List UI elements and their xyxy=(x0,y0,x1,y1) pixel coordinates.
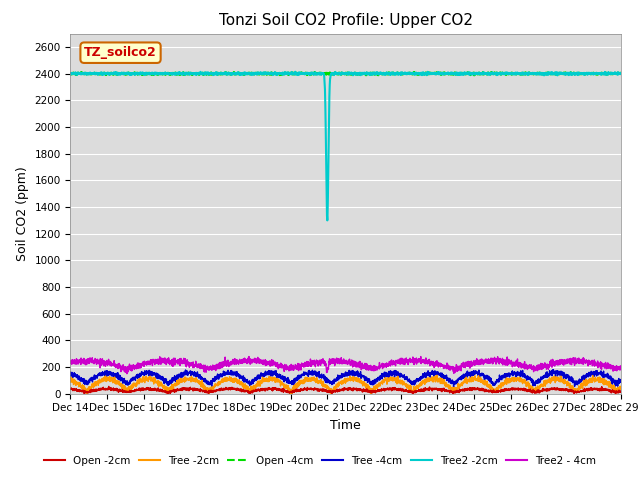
Title: Tonzi Soil CO2 Profile: Upper CO2: Tonzi Soil CO2 Profile: Upper CO2 xyxy=(219,13,472,28)
Text: TZ_soilco2: TZ_soilco2 xyxy=(84,46,157,59)
X-axis label: Time: Time xyxy=(330,419,361,432)
Y-axis label: Soil CO2 (ppm): Soil CO2 (ppm) xyxy=(16,166,29,261)
Legend: Open -2cm, Tree -2cm, Open -4cm, Tree -4cm, Tree2 -2cm, Tree2 - 4cm: Open -2cm, Tree -2cm, Open -4cm, Tree -4… xyxy=(40,452,600,470)
